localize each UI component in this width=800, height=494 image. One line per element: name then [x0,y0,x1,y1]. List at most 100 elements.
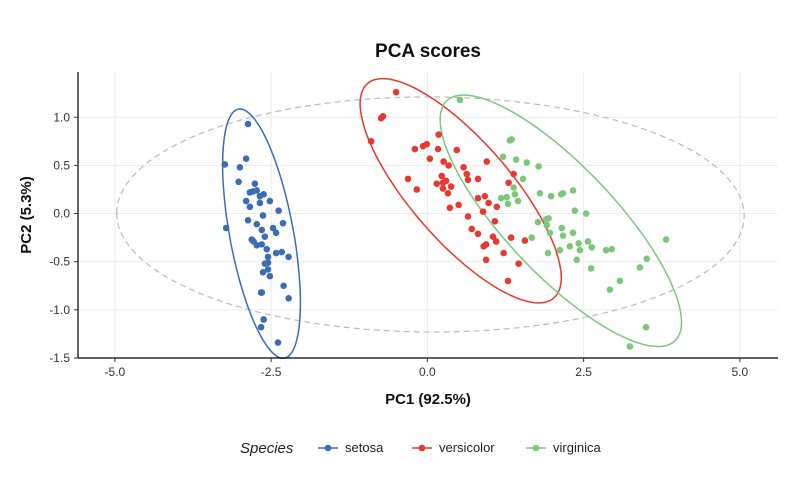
virginica-point [616,277,624,285]
setosa-point [266,272,274,280]
setosa-point [261,233,269,240]
versicolor-point [482,241,490,248]
versicolor-point [404,175,412,183]
setosa-point [266,197,274,205]
setosa-point [285,253,292,261]
virginica-point [504,200,512,208]
virginica-point [499,153,507,161]
legend-label: virginica [553,440,601,455]
versicolor-point [379,112,387,120]
versicolor-point [411,145,419,153]
virginica-point [571,207,579,214]
versicolor-point [446,204,454,212]
virginica-point [456,96,464,104]
versicolor-point [500,249,507,257]
setosa-point [269,224,277,232]
virginica-point [608,245,616,253]
y-tick-label: 0.5 [53,158,70,172]
x-axis-label: PC1 (92.5%) [385,391,471,408]
ticks: -5.0 -2.5 0.0 2.5 5.0 -1.5 -1.0 -0.5 0.0 0.5 1.0 [49,110,748,379]
versicolor-point [460,164,467,171]
virginica-point [576,246,584,254]
legend-label: setosa [345,440,384,455]
setosa-point [263,245,271,253]
virginica-point [547,192,555,200]
versicolor-point [464,213,472,220]
virginica-point [569,229,577,237]
y-tick-label: -0.5 [49,255,70,269]
chart-title: PCA scores [375,41,481,62]
setosa-point [264,259,272,266]
setosa-point [251,180,259,188]
virginica-point [566,242,574,250]
setosa-point [244,120,252,128]
virginica-point [512,156,520,163]
virginica-ellipse [439,94,683,348]
virginica-point [508,136,516,143]
setosa-point [221,161,229,168]
setosa-point [242,197,250,205]
virginica-point [510,184,517,191]
setosa-point [259,212,267,219]
setosa-point [279,219,287,227]
versicolor-point [464,176,472,184]
versicolor-point [474,175,482,183]
versicolor-point [455,201,462,209]
virginica-point [626,343,634,350]
versicolor-point [445,162,452,169]
setosa-point [258,289,266,296]
versicolor-point [505,179,512,187]
versicolor-point [453,146,461,154]
virginica-point [588,243,596,251]
versicolor-point [439,179,447,187]
y-tick-label: -1.5 [49,351,70,365]
setosa-point [244,216,252,224]
versicolor-point [489,233,497,240]
versicolor-point [444,190,452,197]
versicolor-point [521,237,529,244]
virginica-point [497,194,505,202]
versicolor-point [435,131,442,138]
legend-label: versicolor [439,440,495,455]
setosa-point [256,199,264,207]
versicolor-point [463,170,471,178]
virginica-point [558,224,566,232]
virginica-point [544,249,552,257]
virginica-point [559,190,567,197]
overall-confidence-ellipse [116,96,745,333]
versicolor-point [438,172,446,180]
virginica-point [523,159,531,166]
virginica-point [535,163,542,170]
virginica-point [602,246,610,254]
setosa-point [272,249,280,257]
virginica-point [606,286,614,293]
versicolor-point [447,183,455,190]
x-tick-label: -5.0 [105,365,126,379]
legend: Species setosa versicolor virginica [240,440,601,457]
virginica-point [519,175,527,183]
legend-title: Species [240,440,294,457]
y-tick-label: 1.0 [53,110,70,124]
virginica-point [534,218,542,226]
setosa-point [258,226,266,234]
versicolor-point [479,208,487,215]
versicolor-point [485,199,492,207]
virginica-point [643,255,651,263]
versicolor-point [434,145,442,153]
virginica-point [573,256,581,264]
virginica-point [642,323,650,331]
setosa-point [278,248,286,256]
versicolor-point [423,140,431,148]
x-tick-label: 0.0 [419,365,436,379]
setosa-point [275,207,282,214]
versicolor-point [439,185,447,192]
virginica-point [545,215,552,222]
versicolor-point [474,194,482,202]
virginica-point [569,187,577,194]
setosa-point [260,190,267,198]
virginica-point [662,236,670,243]
setosa-point [257,323,265,331]
setosa-point [259,268,267,276]
versicolor-point [367,138,375,145]
